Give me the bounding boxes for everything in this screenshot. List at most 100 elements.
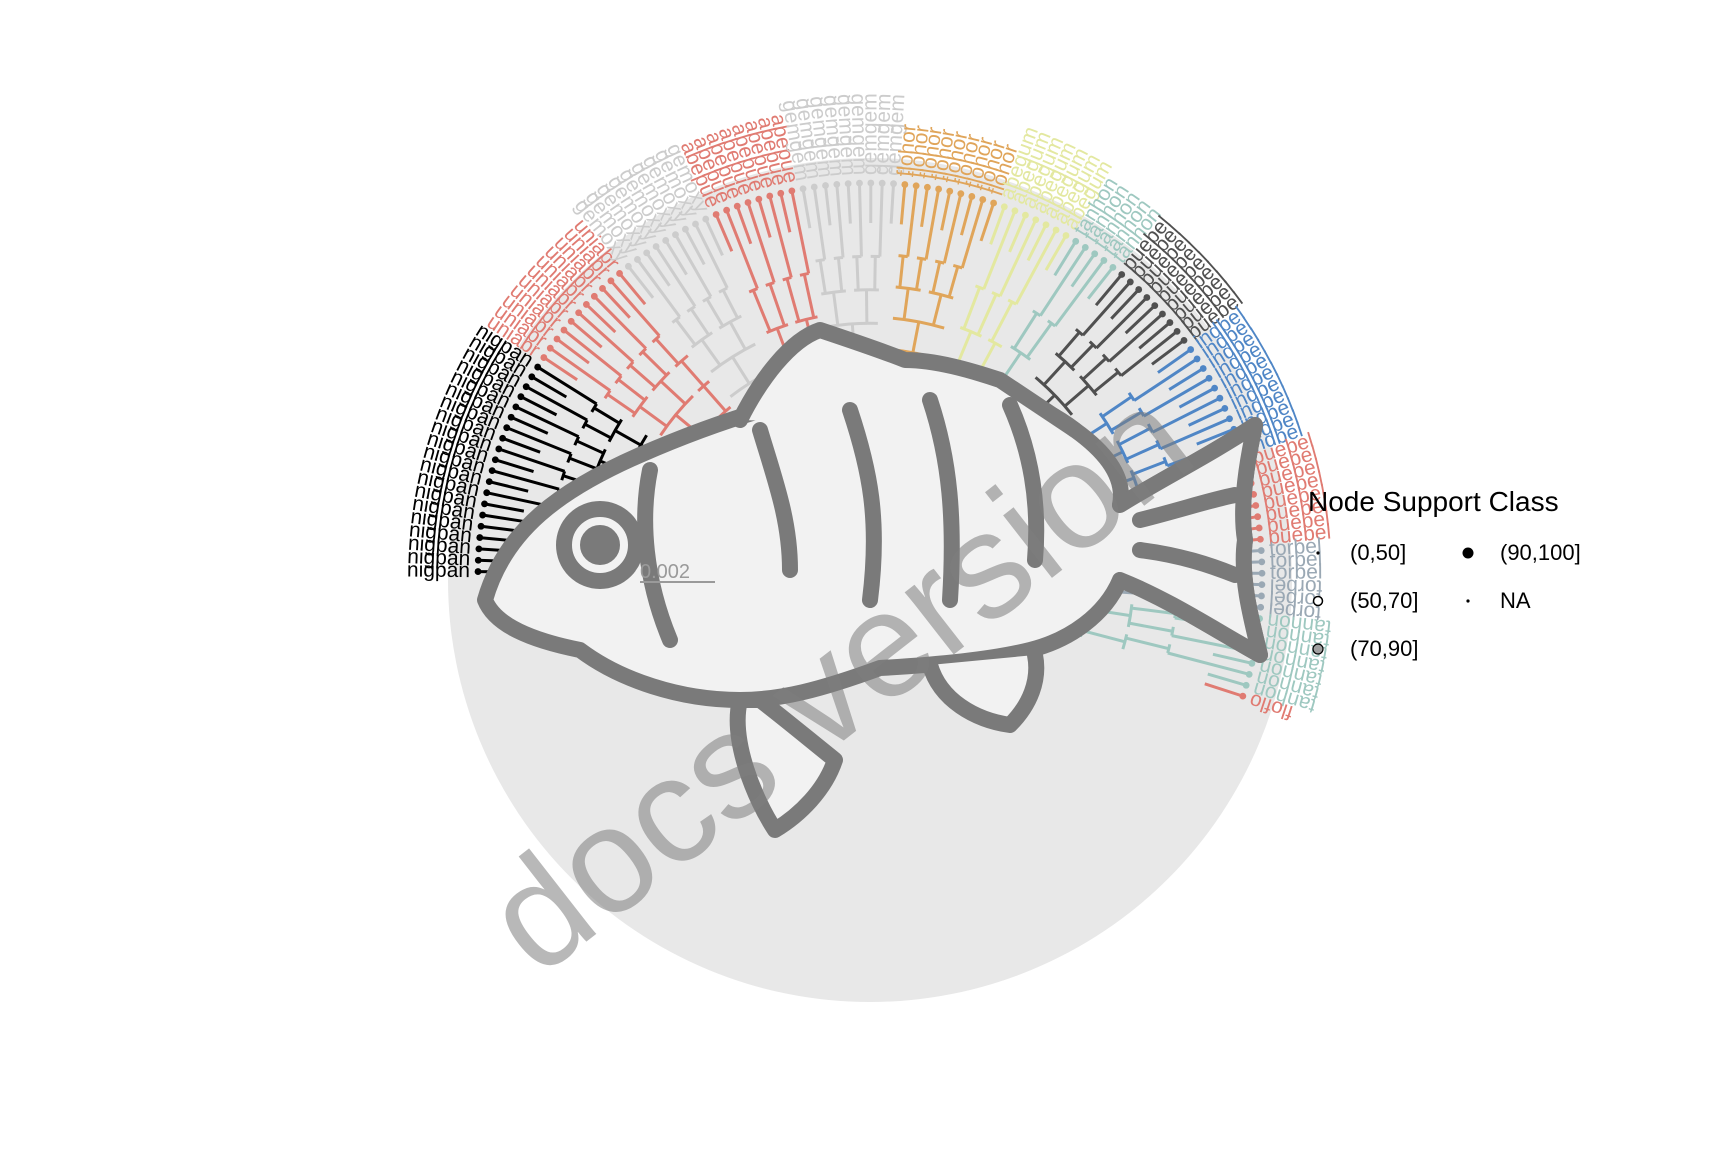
tip-point	[901, 181, 909, 188]
tip-branch	[494, 458, 534, 473]
tip-point	[777, 189, 785, 197]
internal-arc	[821, 289, 846, 296]
tip-branch	[725, 209, 759, 290]
tip-point	[607, 277, 615, 285]
tip-branch	[585, 303, 617, 334]
tip-branch	[520, 395, 558, 417]
tip-point	[1242, 681, 1250, 689]
tip-branch	[609, 279, 661, 337]
internal-branch	[584, 422, 612, 440]
tip-point	[517, 393, 525, 401]
tip-point	[1143, 294, 1151, 301]
tip-branch	[556, 337, 590, 365]
internal-branch	[1063, 384, 1090, 408]
tip-point	[1052, 226, 1060, 234]
tip-branch	[601, 287, 631, 319]
internal-branch	[654, 337, 680, 365]
tip-point	[1258, 581, 1266, 589]
internal-branch	[1131, 460, 1167, 476]
internal-arc	[674, 354, 689, 368]
tip-branch	[942, 193, 963, 264]
scale-bar-label: 0.002	[640, 561, 690, 583]
tip-branch	[1187, 407, 1226, 427]
tip-label: nigpan	[407, 545, 471, 570]
internal-branch	[1101, 395, 1133, 418]
tip-point	[507, 413, 515, 421]
internal-branch	[836, 257, 844, 292]
legend-label: (90,100]	[1500, 540, 1581, 565]
legend-key-filled-grey-icon	[1308, 636, 1338, 662]
tip-label: torbel	[1269, 547, 1322, 572]
internal-branch	[606, 393, 636, 415]
tip-point	[1166, 319, 1174, 326]
internal-branch	[731, 356, 751, 385]
tip-point	[1011, 207, 1019, 215]
pelvic-fin	[729, 692, 843, 838]
internal-branch	[915, 258, 924, 290]
tip-label: gemgem	[833, 93, 861, 176]
tip-point	[1135, 286, 1143, 293]
legend-item: NA	[1458, 588, 1608, 614]
tip-branch	[515, 405, 580, 439]
internal-arc	[748, 287, 758, 294]
tip-point	[1211, 384, 1218, 392]
tip-point	[1091, 250, 1099, 258]
tip-label: torbel	[1268, 534, 1322, 560]
tip-branch	[768, 195, 793, 278]
tip-branch	[1026, 224, 1048, 262]
internal-branch	[832, 291, 840, 326]
tip-point	[924, 183, 931, 191]
internal-arc	[974, 284, 985, 291]
tip-branch	[790, 190, 811, 274]
internal-branch	[931, 294, 943, 326]
tip-label: gemgem	[870, 93, 896, 175]
tip-branch	[878, 183, 884, 257]
internal-branch	[614, 429, 642, 447]
internal-branch	[768, 283, 786, 327]
tail-ray-1	[1132, 487, 1243, 528]
tip-point	[1126, 278, 1134, 286]
tip-point	[475, 545, 483, 553]
internal-arc	[1170, 626, 1175, 636]
tip-point	[856, 179, 863, 187]
tip-branch	[998, 219, 1038, 297]
legend-title: Node Support Class	[1308, 486, 1559, 517]
internal-arc	[560, 470, 567, 481]
tip-point	[1205, 374, 1213, 382]
tip-point	[540, 354, 548, 361]
internal-arc	[718, 314, 742, 330]
tip-label: puebel	[1267, 520, 1332, 549]
internal-arc	[934, 259, 945, 265]
tip-point	[476, 534, 484, 541]
internal-branch	[751, 289, 772, 332]
legend-label: NA	[1500, 588, 1531, 613]
tip-point	[582, 301, 590, 308]
tip-branch	[801, 188, 812, 229]
tip-branch	[543, 356, 578, 381]
tip-point	[485, 478, 493, 486]
tip-branch	[510, 415, 549, 435]
tip-branch	[989, 206, 1006, 245]
tip-branch	[593, 295, 648, 350]
internal-branch	[902, 288, 910, 320]
tip-branch	[824, 185, 832, 226]
tip-point	[662, 237, 670, 244]
legend-key-dot-small-icon	[1308, 540, 1338, 566]
tip-point	[1118, 271, 1126, 278]
tip-point	[1109, 263, 1117, 271]
tip-label: nigpan	[407, 559, 470, 583]
tip-point	[766, 192, 774, 200]
internal-arc	[651, 371, 671, 392]
tip-point	[1042, 221, 1050, 229]
tip-point	[878, 179, 886, 187]
tip-point	[477, 522, 485, 530]
tip-point	[546, 344, 554, 352]
tip-point	[1258, 558, 1266, 566]
tip-point	[867, 179, 875, 187]
internal-branch	[721, 289, 739, 319]
internal-branch	[947, 266, 960, 298]
internal-branch	[1081, 629, 1126, 644]
legend-label: (50,70]	[1350, 588, 1419, 613]
tip-branch	[1095, 296, 1148, 350]
tip-point	[1256, 535, 1264, 543]
